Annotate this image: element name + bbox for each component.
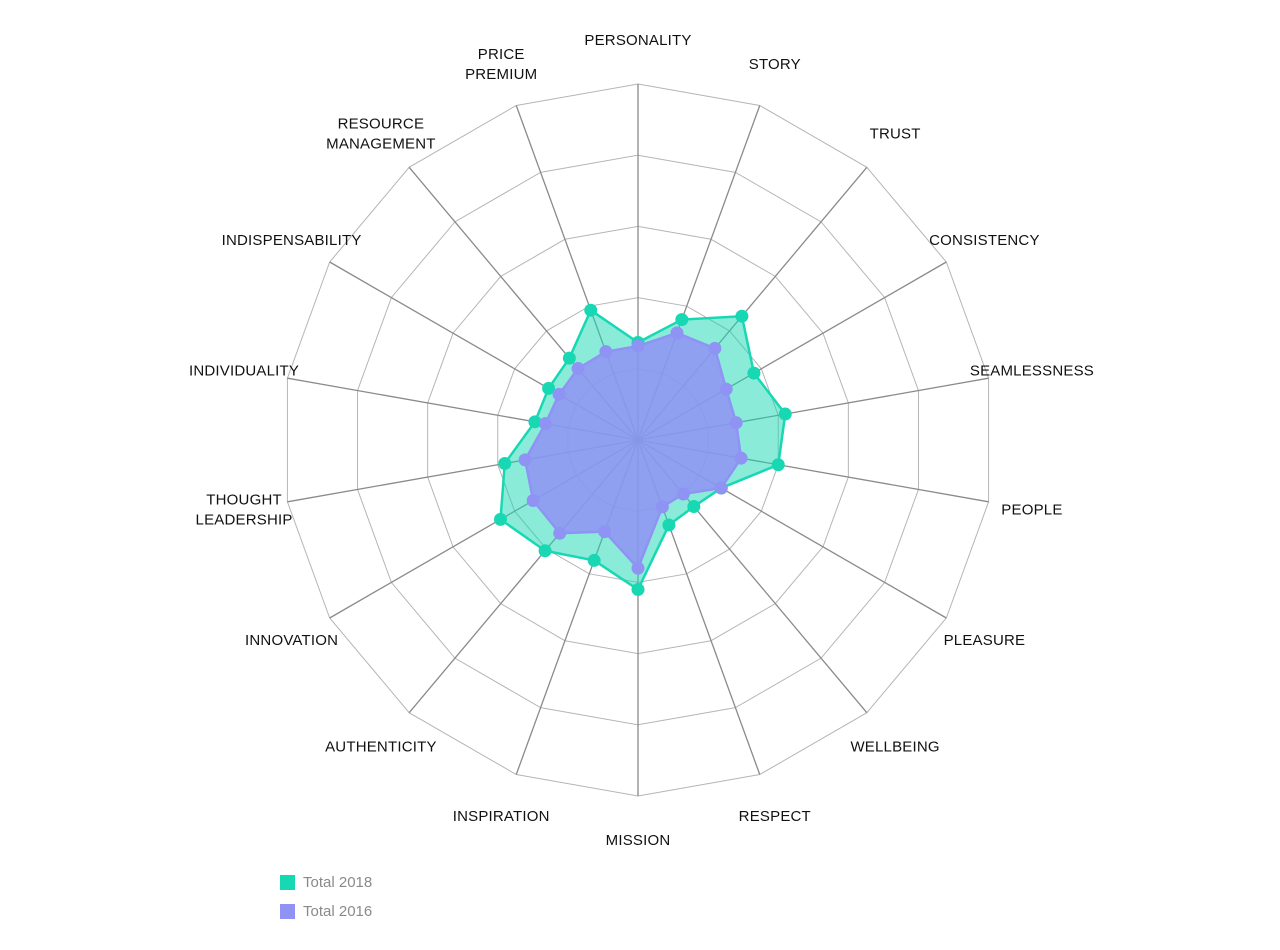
axis-label-7: WELLBEING — [850, 738, 939, 755]
series-1-point-4[interactable] — [729, 416, 743, 430]
axis-label-6: PLEASURE — [944, 632, 1026, 649]
series-1-point-17[interactable] — [599, 345, 613, 359]
series-1-point-14[interactable] — [538, 417, 552, 431]
series-1-point-10[interactable] — [598, 525, 612, 539]
axis-label-16-line-1: MANAGEMENT — [326, 136, 436, 153]
axis-label-2: TRUST — [870, 126, 921, 143]
legend-item-0[interactable]: Total 2018 — [280, 868, 372, 897]
series-0-point-5[interactable] — [771, 458, 785, 472]
legend-item-1[interactable]: Total 2016 — [280, 897, 372, 926]
axis-label-17-line-0: PRICE — [478, 46, 525, 63]
series-0-point-4[interactable] — [778, 407, 792, 421]
axis-label-4-line-0: SEAMLESSNESS — [970, 363, 1094, 380]
series-1-point-0[interactable] — [631, 339, 645, 353]
axis-label-0: PERSONALITY — [584, 32, 691, 49]
axis-label-1-line-0: STORY — [749, 56, 801, 73]
series-0-point-15[interactable] — [542, 381, 556, 395]
legend-swatch-0 — [280, 875, 295, 890]
series-0-point-1[interactable] — [675, 313, 689, 327]
axis-label-15: INDISPENSABILITY — [222, 232, 362, 249]
legend-swatch-1 — [280, 904, 295, 919]
series-1-point-12[interactable] — [526, 494, 540, 508]
series-1-point-15[interactable] — [552, 387, 566, 401]
series-0-point-12[interactable] — [493, 512, 507, 526]
series-1-point-16[interactable] — [571, 362, 585, 376]
legend-label-1: Total 2016 — [303, 903, 373, 920]
axis-label-13-line-0: THOUGHT — [206, 491, 282, 508]
legend-label-0: Total 2018 — [303, 874, 373, 891]
legend: Total 2018 Total 2016 — [280, 868, 372, 926]
axis-label-8-line-0: RESPECT — [739, 808, 811, 825]
series-1-point-6[interactable] — [714, 481, 728, 495]
series-0-point-8[interactable] — [662, 518, 676, 532]
axis-label-12: INNOVATION — [245, 632, 338, 649]
axis-label-9-line-0: MISSION — [606, 832, 671, 849]
axis-label-10: INSPIRATION — [453, 808, 550, 825]
axis-label-11: AUTHENTICITY — [325, 738, 437, 755]
axis-label-16: RESOURCE MANAGEMENT — [326, 116, 436, 153]
axis-label-16-line-0: RESOURCE — [338, 116, 425, 133]
axis-label-4: SEAMLESSNESS — [970, 363, 1094, 380]
radar-series — [493, 303, 792, 597]
axis-label-5: PEOPLE — [1001, 501, 1062, 518]
series-0-point-9[interactable] — [631, 583, 645, 597]
axis-labels: PERSONALITY STORY TRUST CONSISTENCY SEAMLESS… — [189, 32, 1094, 849]
series-0-point-13[interactable] — [498, 456, 512, 470]
series-1-point-11[interactable] — [553, 526, 567, 540]
axis-label-15-line-0: INDISPENSABILITY — [222, 232, 362, 249]
series-0-point-11[interactable] — [538, 544, 552, 558]
series-0-point-3[interactable] — [747, 366, 761, 380]
series-0-point-16[interactable] — [562, 351, 576, 365]
axis-label-14: INDIVIDUALITY — [189, 363, 299, 380]
axis-label-10-line-0: INSPIRATION — [453, 808, 550, 825]
axis-label-3: CONSISTENCY — [929, 232, 1040, 249]
axis-label-3-line-0: CONSISTENCY — [929, 232, 1040, 249]
axis-label-17: PRICE PREMIUM — [465, 46, 537, 83]
series-1-point-1[interactable] — [670, 326, 684, 340]
axis-label-12-line-0: INNOVATION — [245, 632, 338, 649]
axis-label-11-line-0: AUTHENTICITY — [325, 738, 437, 755]
axis-label-5-line-0: PEOPLE — [1001, 501, 1062, 518]
axis-label-0-line-0: PERSONALITY — [584, 32, 691, 49]
series-0-point-7[interactable] — [687, 500, 701, 514]
axis-label-6-line-0: PLEASURE — [944, 632, 1026, 649]
axis-label-13: THOUGHT LEADERSHIP — [196, 491, 293, 528]
series-1-point-5[interactable] — [734, 451, 748, 465]
series-1-point-2[interactable] — [708, 341, 722, 355]
series-0-point-14[interactable] — [528, 415, 542, 429]
series-0-point-10[interactable] — [587, 553, 601, 567]
series-0-point-2[interactable] — [735, 309, 749, 323]
axis-label-17-line-1: PREMIUM — [465, 66, 537, 83]
axis-label-2-line-0: TRUST — [870, 126, 921, 143]
axis-label-1: STORY — [749, 56, 801, 73]
axis-label-14-line-0: INDIVIDUALITY — [189, 363, 299, 380]
axis-label-9: MISSION — [606, 832, 671, 849]
series-1-point-3[interactable] — [719, 382, 733, 396]
axis-label-13-line-1: LEADERSHIP — [196, 511, 293, 528]
series-1-point-8[interactable] — [655, 500, 669, 514]
axis-label-8: RESPECT — [739, 808, 811, 825]
series-0-point-17[interactable] — [584, 303, 598, 317]
series-1-point-13[interactable] — [518, 453, 532, 467]
series-1-point-9[interactable] — [631, 561, 645, 575]
axis-label-7-line-0: WELLBEING — [850, 738, 939, 755]
series-1-point-7[interactable] — [676, 487, 690, 501]
